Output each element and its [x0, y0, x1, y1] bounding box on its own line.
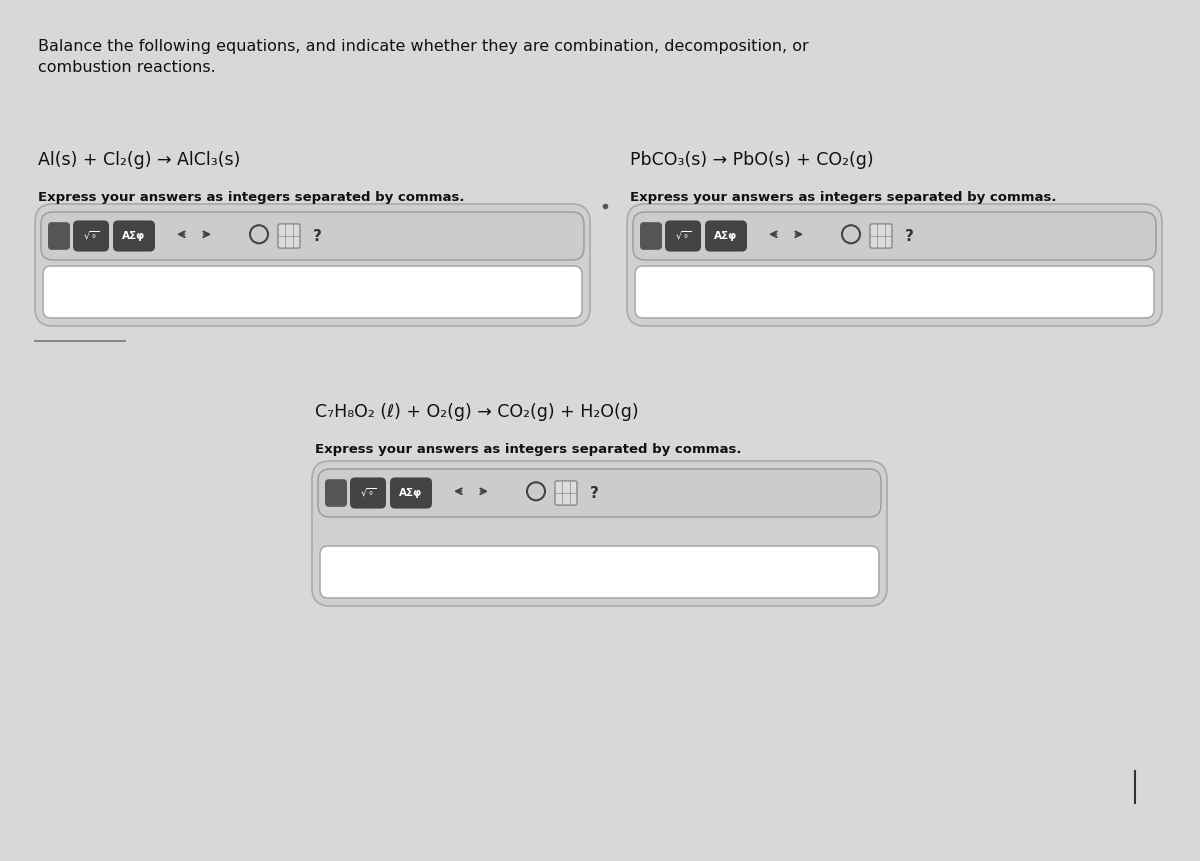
Text: ?: ? [589, 486, 599, 500]
FancyBboxPatch shape [554, 481, 577, 505]
FancyBboxPatch shape [318, 469, 881, 517]
Text: AΣφ: AΣφ [400, 488, 422, 498]
Text: Express your answers as integers separated by commas.: Express your answers as integers separat… [314, 443, 742, 456]
FancyBboxPatch shape [665, 220, 701, 251]
FancyBboxPatch shape [325, 480, 347, 507]
FancyBboxPatch shape [390, 478, 432, 509]
FancyBboxPatch shape [278, 224, 300, 248]
Text: $\sqrt{\circ}$: $\sqrt{\circ}$ [674, 230, 691, 242]
FancyBboxPatch shape [113, 220, 155, 251]
FancyBboxPatch shape [870, 224, 892, 248]
FancyBboxPatch shape [41, 212, 584, 260]
Text: Express your answers as integers separated by commas.: Express your answers as integers separat… [38, 191, 464, 204]
FancyBboxPatch shape [35, 204, 590, 326]
Text: ?: ? [905, 228, 913, 244]
Text: ?: ? [312, 228, 322, 244]
Text: PbCO₃(s) → PbO(s) + CO₂(g): PbCO₃(s) → PbO(s) + CO₂(g) [630, 151, 874, 169]
FancyBboxPatch shape [706, 220, 746, 251]
Text: $\sqrt{\circ}$: $\sqrt{\circ}$ [83, 230, 100, 242]
Text: AΣφ: AΣφ [714, 231, 738, 241]
FancyBboxPatch shape [640, 222, 662, 250]
Text: Balance the following equations, and indicate whether they are combination, deco: Balance the following equations, and ind… [38, 39, 809, 75]
FancyBboxPatch shape [634, 212, 1156, 260]
FancyBboxPatch shape [320, 546, 878, 598]
FancyBboxPatch shape [43, 266, 582, 318]
Text: AΣφ: AΣφ [122, 231, 145, 241]
Text: Al(s) + Cl₂(g) → AlCl₃(s): Al(s) + Cl₂(g) → AlCl₃(s) [38, 151, 240, 169]
FancyBboxPatch shape [73, 220, 109, 251]
FancyBboxPatch shape [635, 266, 1154, 318]
Text: C₇H₈O₂ (ℓ) + O₂(g) → CO₂(g) + H₂O(g): C₇H₈O₂ (ℓ) + O₂(g) → CO₂(g) + H₂O(g) [314, 403, 638, 421]
FancyBboxPatch shape [48, 222, 70, 250]
Text: Express your answers as integers separated by commas.: Express your answers as integers separat… [630, 191, 1056, 204]
Text: $\sqrt{\circ}$: $\sqrt{\circ}$ [360, 486, 377, 499]
FancyBboxPatch shape [350, 478, 386, 509]
FancyBboxPatch shape [628, 204, 1162, 326]
FancyBboxPatch shape [312, 461, 887, 606]
